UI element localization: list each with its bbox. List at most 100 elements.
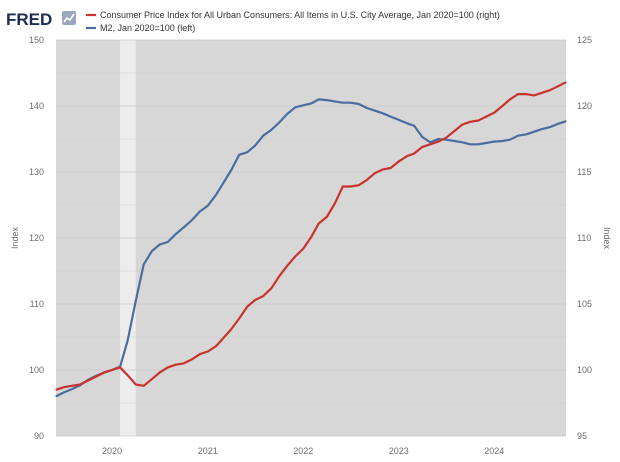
right-tick-label: 100 bbox=[577, 365, 592, 375]
cpi-point bbox=[501, 105, 503, 107]
m2-point bbox=[429, 141, 431, 143]
m2-point bbox=[390, 116, 392, 118]
m2-point bbox=[71, 388, 73, 390]
m2-point bbox=[318, 98, 320, 100]
cpi-point bbox=[565, 81, 567, 83]
cpi-point bbox=[437, 141, 439, 143]
cpi-point bbox=[485, 116, 487, 118]
m2-point bbox=[286, 113, 288, 115]
m2-point bbox=[509, 139, 511, 141]
right-axis-title: Index bbox=[602, 227, 612, 250]
cpi-point bbox=[541, 92, 543, 94]
cpi-point bbox=[127, 374, 129, 376]
fred-logo: FRED bbox=[6, 10, 52, 29]
m2-point bbox=[461, 141, 463, 143]
right-axis-ticks: 125 120 115 110 105 100 95 bbox=[577, 35, 592, 441]
m2-point bbox=[445, 139, 447, 141]
cpi-point bbox=[143, 385, 145, 387]
cpi-point bbox=[302, 248, 304, 250]
m2-point bbox=[270, 129, 272, 131]
left-tick-label: 140 bbox=[29, 101, 44, 111]
series-layer bbox=[55, 81, 567, 398]
legend-label-m2: M2, Jan 2020=100 (left) bbox=[100, 23, 195, 33]
m2-point bbox=[167, 241, 169, 243]
m2-point bbox=[437, 138, 439, 140]
right-tick-label: 125 bbox=[577, 35, 592, 45]
m2-point bbox=[254, 145, 256, 147]
m2-point bbox=[199, 211, 201, 213]
m2-point bbox=[135, 300, 137, 302]
cpi-point bbox=[326, 216, 328, 218]
m2-point bbox=[302, 104, 304, 106]
cpi-point bbox=[135, 383, 137, 386]
cpi-point bbox=[55, 389, 57, 391]
chart-line-icon bbox=[62, 11, 76, 25]
cpi-point bbox=[286, 265, 288, 267]
cpi-point bbox=[533, 94, 535, 96]
m2-point bbox=[366, 107, 368, 109]
m2-point bbox=[342, 102, 344, 104]
cpi-point bbox=[63, 386, 65, 388]
m2-point bbox=[215, 194, 217, 196]
m2-point bbox=[151, 250, 153, 252]
cpi-point bbox=[183, 362, 185, 364]
m2-point bbox=[406, 122, 408, 124]
x-tick-label: 2022 bbox=[293, 446, 313, 456]
x-tick-label: 2023 bbox=[389, 446, 409, 456]
right-tick-label: 115 bbox=[577, 167, 591, 177]
m2-point bbox=[525, 133, 527, 135]
cpi-point bbox=[270, 287, 272, 289]
m2-point bbox=[230, 169, 232, 171]
m2-point bbox=[358, 103, 360, 105]
cpi-point bbox=[95, 376, 97, 378]
m2-point bbox=[238, 154, 240, 156]
cpi-point bbox=[71, 385, 73, 387]
left-tick-label: 110 bbox=[30, 299, 44, 309]
legend: Consumer Price Index for All Urban Consu… bbox=[86, 10, 500, 33]
cpi-point bbox=[222, 337, 224, 339]
right-tick-label: 105 bbox=[577, 299, 592, 309]
cpi-point bbox=[246, 306, 248, 308]
m2-point bbox=[334, 100, 336, 102]
right-tick-label: 110 bbox=[577, 233, 591, 243]
cpi-point bbox=[262, 295, 264, 297]
m2-point bbox=[469, 143, 471, 145]
cpi-point bbox=[111, 369, 113, 371]
cpi-point bbox=[199, 353, 201, 355]
m2-point bbox=[143, 263, 145, 265]
cpi-point bbox=[366, 179, 368, 181]
cpi-point bbox=[549, 89, 551, 91]
left-tick-label: 130 bbox=[29, 167, 44, 177]
right-tick-label: 95 bbox=[577, 431, 587, 441]
x-axis-ticks: 2020 2021 2022 2023 2024 bbox=[102, 446, 504, 456]
m2-point bbox=[517, 135, 519, 137]
right-tick-label: 120 bbox=[577, 101, 592, 111]
cpi-point bbox=[294, 255, 296, 258]
cpi-point bbox=[159, 372, 161, 374]
cpi-point bbox=[406, 155, 408, 157]
m2-point bbox=[350, 102, 352, 104]
cpi-point bbox=[87, 380, 89, 382]
m2-point bbox=[127, 339, 129, 341]
m2-point bbox=[413, 125, 415, 127]
cpi-point bbox=[461, 123, 463, 126]
cpi-point bbox=[207, 350, 209, 353]
cpi-point bbox=[398, 160, 400, 162]
m2-point bbox=[159, 244, 161, 246]
m2-point bbox=[485, 142, 487, 144]
m2-point bbox=[246, 151, 248, 153]
cpi-point bbox=[517, 93, 519, 95]
cpi-point bbox=[230, 328, 232, 330]
cpi-point bbox=[79, 383, 81, 386]
cpi-point bbox=[525, 93, 527, 95]
m2-point bbox=[294, 106, 296, 108]
m2-point bbox=[207, 205, 209, 207]
cpi-point bbox=[374, 172, 376, 174]
m2-point bbox=[501, 140, 503, 142]
cpi-point bbox=[469, 121, 471, 123]
m2-point bbox=[398, 119, 400, 121]
cpi-point bbox=[342, 185, 344, 188]
m2-point bbox=[222, 182, 224, 184]
cpi-point bbox=[119, 366, 121, 368]
cpi-point bbox=[390, 167, 392, 169]
